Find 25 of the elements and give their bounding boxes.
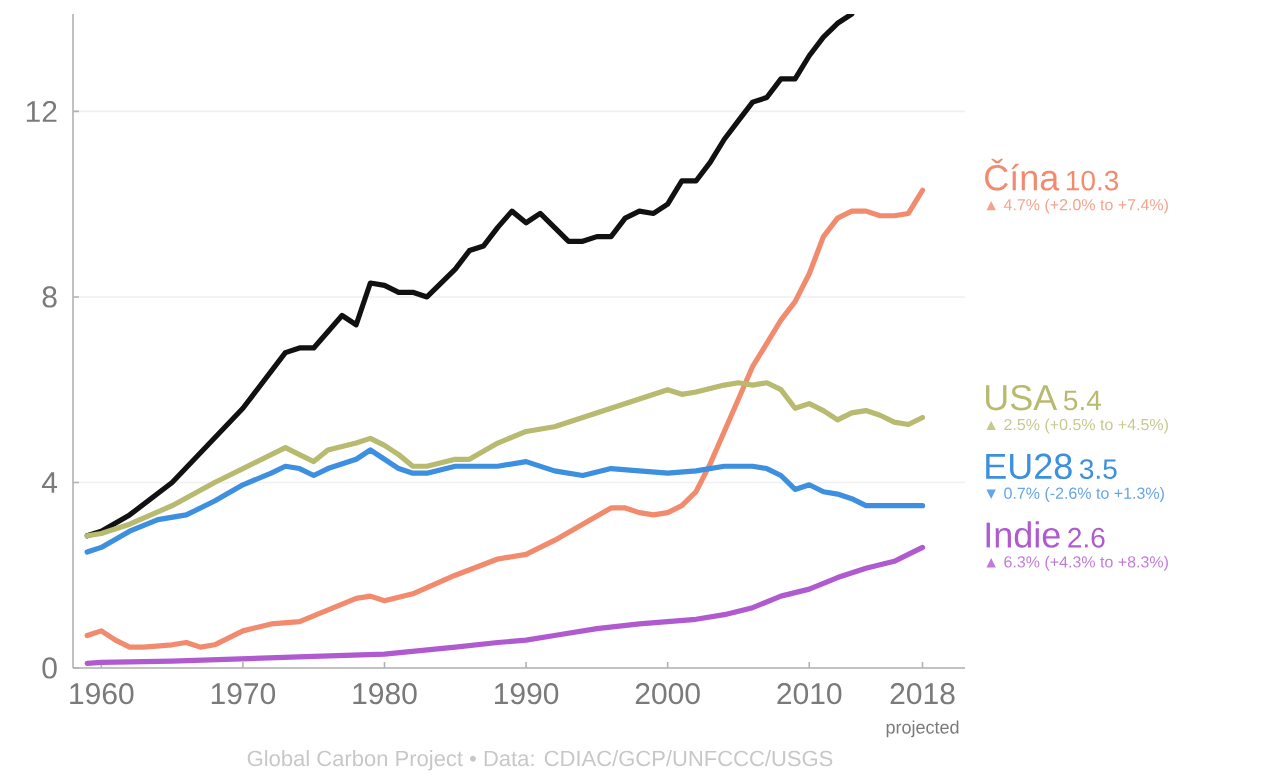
series-label: USA	[986, 384, 1058, 411]
x-tick-label: 1970	[211, 683, 276, 705]
x-tick-label: 1990	[495, 683, 559, 705]
y-tick-label: 12	[26, 100, 57, 122]
text: ▲ 4.7% (+2.0% to +7.4%)	[986, 198, 1168, 214]
text: ▲ 2.5% (+0.5% to +4.5%)	[986, 418, 1168, 434]
text: 10.3	[1066, 170, 1119, 191]
x-tick-label: 2000	[635, 683, 700, 705]
y-tick-label: 8	[42, 286, 57, 308]
series-label: EU28	[986, 453, 1072, 480]
x-tick-label: 2018	[890, 683, 955, 705]
series-label: Indie	[986, 521, 1060, 548]
y-tick-label: 0	[42, 657, 57, 679]
series-label: Čína	[985, 158, 1060, 191]
x-tick-label: 2010	[777, 683, 842, 705]
x-tick-label: 1980	[353, 683, 417, 705]
text: ▼ 0.7% (-2.6% to +1.3%)	[986, 487, 1164, 503]
text: ▲ 6.3% (+4.3% to +8.3%)	[986, 555, 1168, 571]
x-tick-label: 1960	[70, 683, 134, 705]
text: 3.5	[1079, 459, 1117, 480]
text: 5.4	[1063, 390, 1101, 411]
text: 2.6	[1068, 527, 1105, 548]
y-tick-label: 4	[41, 472, 58, 493]
text: projected	[886, 720, 959, 738]
text: Global Carbon Project • Data: CDIAC/GCP/UNFCCC/USGS	[247, 750, 833, 771]
